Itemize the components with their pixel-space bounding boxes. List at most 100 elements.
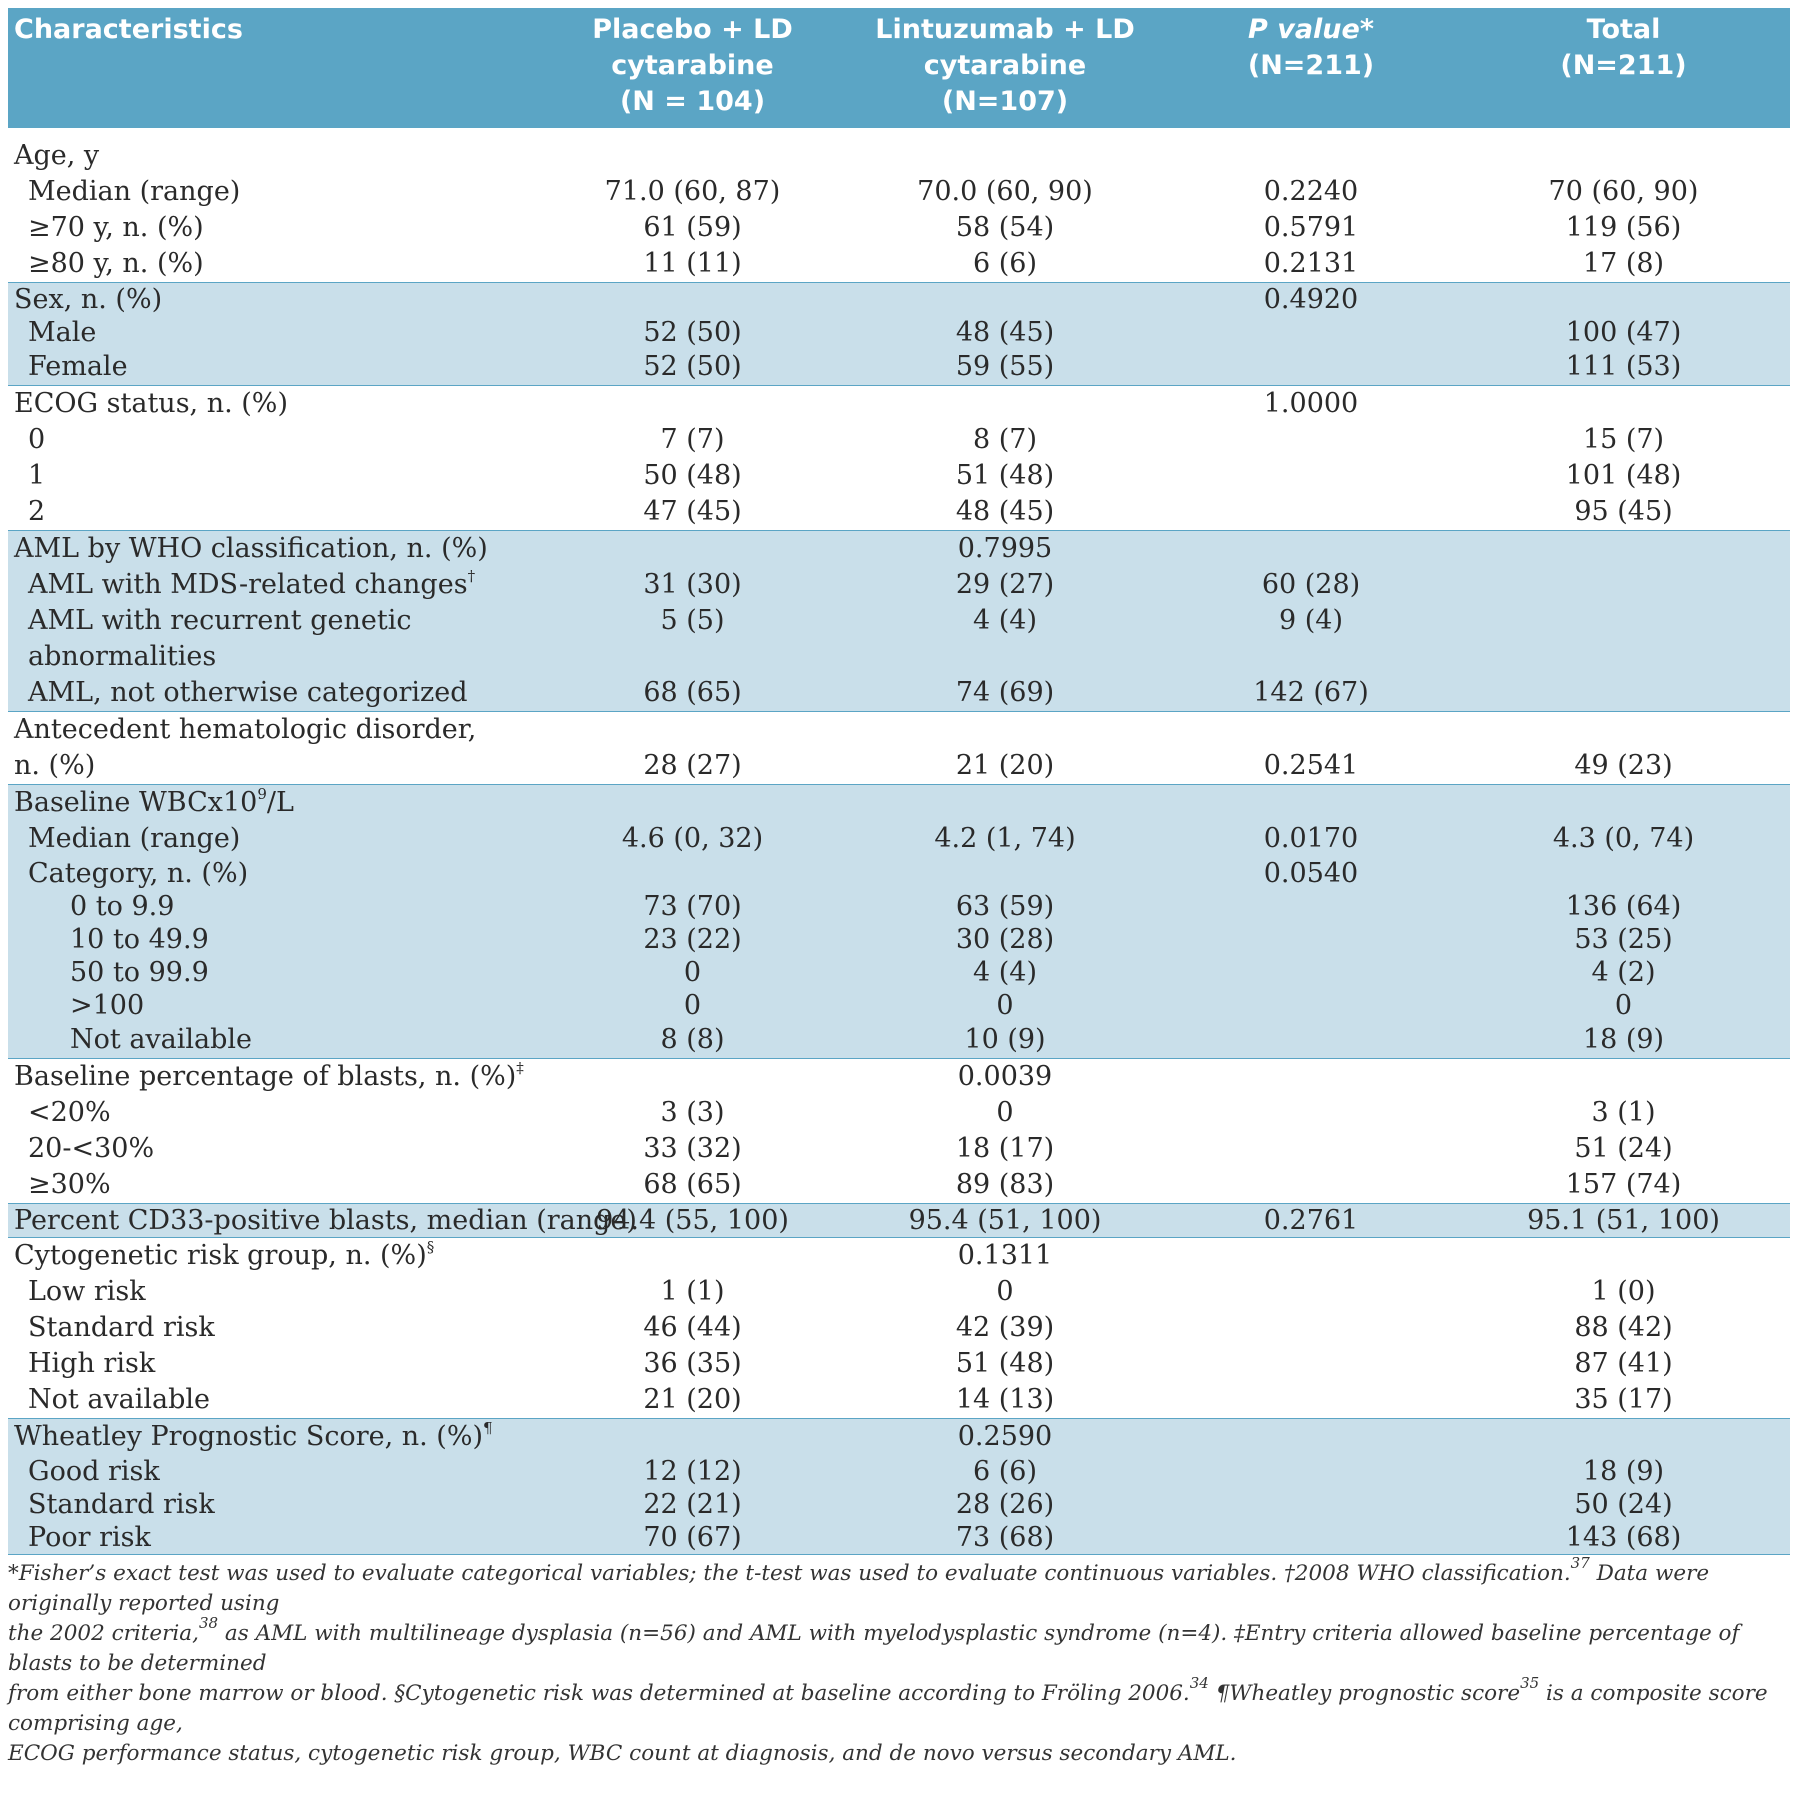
- cell-total: 4 (2): [1457, 956, 1790, 989]
- cell-total: 87 (41): [1457, 1346, 1790, 1382]
- row-label: Antecedent hematologic disorder,: [8, 711, 540, 748]
- table-row: Age, y: [8, 138, 1790, 174]
- row-label: Not available: [8, 1382, 540, 1419]
- cell-placebo: 28 (27): [540, 748, 845, 785]
- table-row: AML with recurrent genetic 5 (5) 4 (4) 9…: [8, 603, 1790, 639]
- cell-placebo: 8 (8): [540, 1022, 845, 1059]
- table-row: AML, not otherwise categorized 68 (65) 7…: [8, 675, 1790, 712]
- cell-lintuzumab: 0: [845, 989, 1165, 1022]
- row-label: High risk: [8, 1346, 540, 1382]
- cell-total: 53 (25): [1457, 923, 1790, 956]
- cell-placebo: 47 (45): [540, 494, 845, 531]
- cell-placebo: 52 (50): [540, 316, 845, 349]
- cell-lintuzumab: 6 (6): [845, 246, 1165, 283]
- cell-placebo: 61 (59): [540, 210, 845, 246]
- table-row: Median (range) 71.0 (60, 87) 70.0 (60, 9…: [8, 174, 1790, 210]
- table-row: 1 50 (48) 51 (48) 101 (48): [8, 458, 1790, 494]
- header-placebo: Placebo + LD cytarabine (N = 104): [540, 8, 845, 128]
- table-row: Baseline WBCx109/L: [8, 784, 1790, 821]
- table-row: ≥30% 68 (65) 89 (83) 157 (74): [8, 1167, 1790, 1204]
- cell-lintuzumab: 6 (6): [845, 1455, 1165, 1488]
- cell-pvalue: 0.0170: [1165, 821, 1457, 857]
- cell-lintuzumab: 14 (13): [845, 1382, 1165, 1419]
- cell-placebo: 12 (12): [540, 1455, 845, 1488]
- cell-lintuzumab: 48 (45): [845, 494, 1165, 531]
- row-label: ≥30%: [8, 1167, 540, 1204]
- table-row: Wheatley Prognostic Score, n. (%)¶ 0.259…: [8, 1418, 1790, 1455]
- cell-lintuzumab: 10 (9): [845, 1022, 1165, 1059]
- cell-total: 49 (23): [1457, 748, 1790, 785]
- table-row: Standard risk 46 (44) 42 (39) 88 (42): [8, 1310, 1790, 1346]
- row-label: Wheatley Prognostic Score, n. (%)¶: [8, 1418, 540, 1455]
- cell-placebo: 0: [540, 989, 845, 1022]
- row-label: 0 to 9.9: [8, 890, 540, 923]
- cell-pvalue: 0.2240: [1165, 174, 1457, 210]
- cell-placebo: 23 (22): [540, 923, 845, 956]
- cell-total: 51 (24): [1457, 1131, 1790, 1167]
- row-label: 2: [8, 494, 540, 531]
- cell-total: 119 (56): [1457, 210, 1790, 246]
- cell-lintuzumab: 4.2 (1, 74): [845, 821, 1165, 857]
- cell-placebo: 3 (3): [540, 1095, 845, 1131]
- cell-lintuzumab: 8 (7): [845, 422, 1165, 458]
- row-label: ≥70 y, n. (%): [8, 210, 540, 246]
- cell-pvalue: 9 (4): [1165, 603, 1457, 639]
- footnote-line: from either bone marrow or blood. §Cytog…: [8, 1674, 1768, 1737]
- table-row: 0 7 (7) 8 (7) 15 (7): [8, 422, 1790, 458]
- row-label: Baseline percentage of blasts, n. (%)‡: [8, 1058, 540, 1095]
- cell-placebo: 1 (1): [540, 1274, 845, 1310]
- cell-pvalue: 60 (28): [1165, 567, 1457, 603]
- row-label: 0: [8, 422, 540, 458]
- table-row: Median (range) 4.6 (0, 32) 4.2 (1, 74) 0…: [8, 821, 1790, 857]
- cell-total: 111 (53): [1457, 349, 1790, 386]
- row-label: Baseline WBCx109/L: [8, 784, 540, 821]
- row-label: 1: [8, 458, 540, 494]
- cell-pvalue: 0.2761: [1165, 1203, 1457, 1238]
- cell-lintuzumab: 42 (39): [845, 1310, 1165, 1346]
- row-label: <20%: [8, 1095, 540, 1131]
- table-page: Characteristics Placebo + LD cytarabine (N…: [8, 8, 1790, 1769]
- cell-pvalue: 1.0000: [1165, 385, 1457, 422]
- cell-total: 4.3 (0, 74): [1457, 821, 1790, 857]
- cell-total: 136 (64): [1457, 890, 1790, 923]
- table-row: Standard risk 22 (21) 28 (26) 50 (24): [8, 1488, 1790, 1521]
- cell-lintuzumab: 28 (26): [845, 1488, 1165, 1521]
- cell-total: 101 (48): [1457, 458, 1790, 494]
- cell-lintuzumab: 0.2590: [845, 1418, 1165, 1455]
- cell-placebo: 52 (50): [540, 349, 845, 386]
- row-label: Poor risk: [8, 1521, 540, 1554]
- cell-placebo: 68 (65): [540, 1167, 845, 1204]
- cell-lintuzumab: 0.1311: [845, 1237, 1165, 1274]
- table-row: Male 52 (50) 48 (45) 100 (47): [8, 316, 1790, 349]
- row-label-continued: n. (%): [8, 748, 540, 785]
- footnote-line: *Fisher’s exact test was used to evaluat…: [8, 1554, 1710, 1617]
- baseline-characteristics-table: Characteristics Placebo + LD cytarabine (N…: [8, 8, 1790, 1554]
- cell-pvalue: 142 (67): [1165, 675, 1457, 712]
- footnote-line: the 2002 criteria,38 as AML with multili…: [8, 1614, 1740, 1677]
- cell-lintuzumab: 95.4 (51, 100): [845, 1203, 1165, 1238]
- cell-lintuzumab: 0: [845, 1095, 1165, 1131]
- header-pvalue: P value* (N=211): [1165, 8, 1457, 128]
- table-row: abnormalities: [8, 639, 1790, 675]
- cell-placebo: 94.4 (55, 100): [540, 1203, 845, 1238]
- cell-lintuzumab: 51 (48): [845, 1346, 1165, 1382]
- cell-placebo: 21 (20): [540, 1382, 845, 1419]
- cell-pvalue: 0.2131: [1165, 246, 1457, 283]
- cell-placebo: 31 (30): [540, 567, 845, 603]
- cell-total: 95.1 (51, 100): [1457, 1203, 1790, 1238]
- table-footnote: *Fisher’s exact test was used to evaluat…: [8, 1554, 1790, 1769]
- cell-lintuzumab: 63 (59): [845, 890, 1165, 923]
- cell-lintuzumab: 0.0039: [845, 1058, 1165, 1095]
- cell-lintuzumab: 4 (4): [845, 603, 1165, 639]
- header-lintuzumab: Lintuzumab + LD cytarabine (N=107): [845, 8, 1165, 128]
- cell-lintuzumab: 0.7995: [845, 530, 1165, 567]
- table-row: ≥80 y, n. (%) 11 (11) 6 (6) 0.2131 17 (8…: [8, 246, 1790, 283]
- row-label: AML, not otherwise categorized: [8, 675, 540, 712]
- table-row: 2 47 (45) 48 (45) 95 (45): [8, 494, 1790, 531]
- cell-lintuzumab: 70.0 (60, 90): [845, 174, 1165, 210]
- cell-total: 50 (24): [1457, 1488, 1790, 1521]
- table-row: Percent CD33-positive blasts, median (ra…: [8, 1203, 1790, 1238]
- table-row: Category, n. (%) 0.0540: [8, 857, 1790, 890]
- cell-lintuzumab: 59 (55): [845, 349, 1165, 386]
- cell-placebo: 71.0 (60, 87): [540, 174, 845, 210]
